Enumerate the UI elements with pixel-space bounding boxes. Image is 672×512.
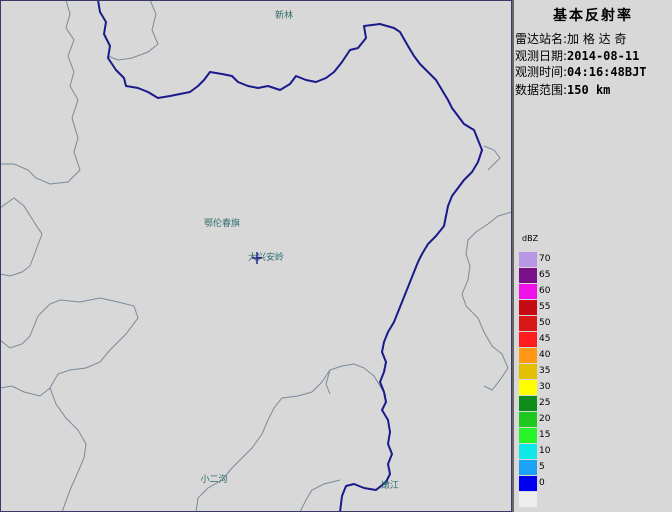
legend-swatch bbox=[519, 412, 537, 427]
radar-station-marker bbox=[252, 252, 262, 264]
legend-swatch bbox=[519, 332, 537, 347]
legend-item: 10 bbox=[519, 444, 559, 460]
province-borders bbox=[97, 0, 483, 512]
legend-swatch bbox=[519, 476, 537, 491]
legend-value: 0 bbox=[539, 478, 545, 488]
station-row: 雷达站名:加 格 达 奇 bbox=[515, 30, 627, 47]
time-label: 观测时间: bbox=[515, 65, 568, 79]
legend-swatch bbox=[519, 444, 537, 459]
legend-swatch bbox=[519, 396, 537, 411]
legend-swatch bbox=[519, 268, 537, 283]
range-row: 数据范围:150 km bbox=[515, 81, 610, 98]
place-label: 小二沟 bbox=[200, 473, 227, 485]
time-value: 04:16:48BJT bbox=[567, 65, 647, 79]
map-background bbox=[0, 0, 512, 512]
legend-item: 70 bbox=[519, 252, 559, 268]
info-panel: 基本反射率 雷达站名:加 格 达 奇 观测日期:2014-08-11 观测时间:… bbox=[512, 0, 672, 512]
legend-item: 65 bbox=[519, 268, 559, 284]
date-row: 观测日期:2014-08-11 bbox=[515, 47, 639, 64]
legend-swatch bbox=[519, 380, 537, 395]
legend-item: 5 bbox=[519, 460, 559, 476]
legend-value: 10 bbox=[539, 446, 551, 456]
place-label: 鄂伦春旗 bbox=[204, 217, 240, 229]
date-label: 观测日期: bbox=[515, 49, 568, 63]
legend-value: 40 bbox=[539, 350, 551, 360]
legend-unit: dBZ bbox=[522, 234, 539, 243]
legend-value: 25 bbox=[539, 398, 551, 408]
legend-swatch bbox=[519, 300, 537, 315]
legend-value: 60 bbox=[539, 286, 551, 296]
legend-swatch bbox=[519, 252, 537, 267]
legend-value: 70 bbox=[539, 254, 551, 264]
legend-item: 45 bbox=[519, 332, 559, 348]
legend-value: 35 bbox=[539, 366, 551, 376]
legend-swatch bbox=[519, 460, 537, 475]
range-value: 150 km bbox=[567, 83, 611, 97]
product-title: 基本反射率 bbox=[553, 8, 633, 24]
legend-item: 0 bbox=[519, 476, 559, 492]
time-row: 观测时间:04:16:48BJT bbox=[515, 63, 647, 80]
legend-item: 40 bbox=[519, 348, 559, 364]
legend-item: 15 bbox=[519, 428, 559, 444]
legend-value: 5 bbox=[539, 462, 545, 472]
range-label: 数据范围: bbox=[515, 83, 568, 97]
county-borders bbox=[0, 0, 512, 512]
legend-item: 55 bbox=[519, 300, 559, 316]
legend-value: 20 bbox=[539, 414, 551, 424]
date-value: 2014-08-11 bbox=[567, 49, 640, 63]
legend-item: 25 bbox=[519, 396, 559, 412]
legend-value: 15 bbox=[539, 430, 551, 440]
legend-item: 20 bbox=[519, 412, 559, 428]
legend-swatch bbox=[519, 428, 537, 443]
legend-item: 50 bbox=[519, 316, 559, 332]
legend-value: 65 bbox=[539, 270, 551, 280]
station-value: 加 格 达 奇 bbox=[567, 32, 627, 46]
legend-swatch bbox=[519, 316, 537, 331]
legend-swatch bbox=[519, 492, 537, 507]
legend-swatch bbox=[519, 284, 537, 299]
legend-item bbox=[519, 492, 559, 508]
legend-value: 45 bbox=[539, 334, 551, 344]
legend-item: 35 bbox=[519, 364, 559, 380]
legend-swatch bbox=[519, 348, 537, 363]
place-label: 嫩江 bbox=[381, 479, 399, 491]
legend-value: 50 bbox=[539, 318, 551, 328]
legend-value: 30 bbox=[539, 382, 551, 392]
legend-item: 30 bbox=[519, 380, 559, 396]
place-label: 新林 bbox=[275, 9, 293, 21]
place-label: 大兴安岭 bbox=[248, 251, 284, 263]
station-label: 雷达站名: bbox=[515, 32, 568, 46]
legend-item: 60 bbox=[519, 284, 559, 300]
legend-value: 55 bbox=[539, 302, 551, 312]
legend-swatch bbox=[519, 364, 537, 379]
